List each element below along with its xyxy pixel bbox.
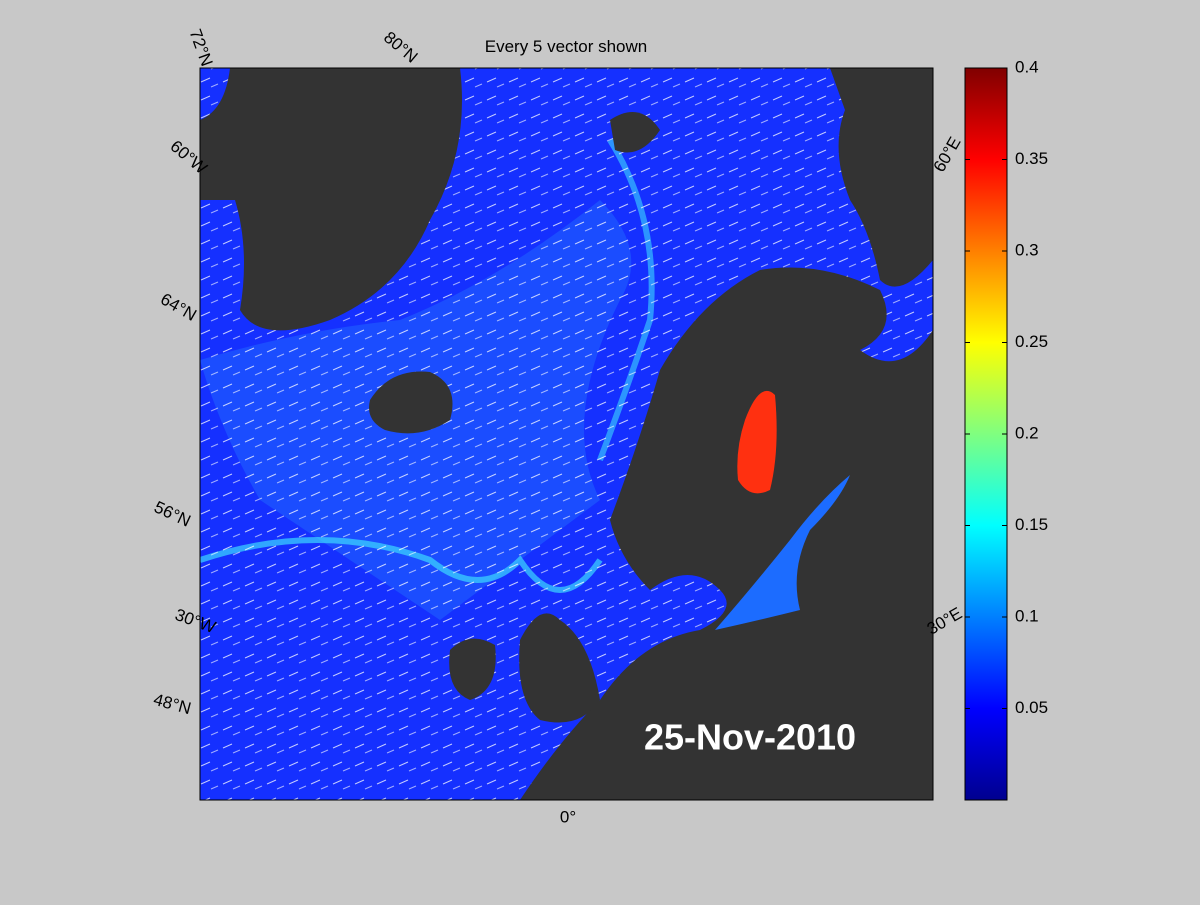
iceland — [369, 371, 453, 434]
colorbar-tick-label: 0.4 — [1015, 57, 1039, 76]
colorbar-tick-label: 0.1 — [1015, 606, 1039, 625]
colorbar-tick-label: 0.35 — [1015, 149, 1048, 168]
baltic — [715, 475, 850, 630]
greenland — [200, 68, 462, 331]
gulf-of-bothnia — [737, 390, 777, 494]
colorbar: 0.05 0.1 0.15 0.2 0.25 0.3 0.35 0.4 — [964, 57, 1048, 801]
map-title: Every 5 vector shown — [485, 37, 648, 56]
colorbar-tick-label: 0.3 — [1015, 240, 1039, 259]
colorbar-tick-label: 0.2 — [1015, 423, 1039, 442]
map-frame — [199, 67, 934, 801]
svalbard — [610, 112, 660, 153]
novaya-zemlya — [830, 68, 933, 287]
colorbar-tick-label: 0.15 — [1015, 515, 1048, 534]
colorbar-tick-label: 0.05 — [1015, 698, 1048, 717]
great-britain — [519, 613, 600, 723]
colorbar-tick-label: 0.25 — [1015, 332, 1048, 351]
grid-label: 0° — [560, 807, 576, 826]
map — [200, 68, 933, 800]
scandinavia-europe — [520, 267, 933, 800]
colorbar-scale — [964, 67, 1008, 801]
ireland — [449, 638, 496, 700]
date-label: 25-Nov-2010 — [644, 717, 856, 758]
